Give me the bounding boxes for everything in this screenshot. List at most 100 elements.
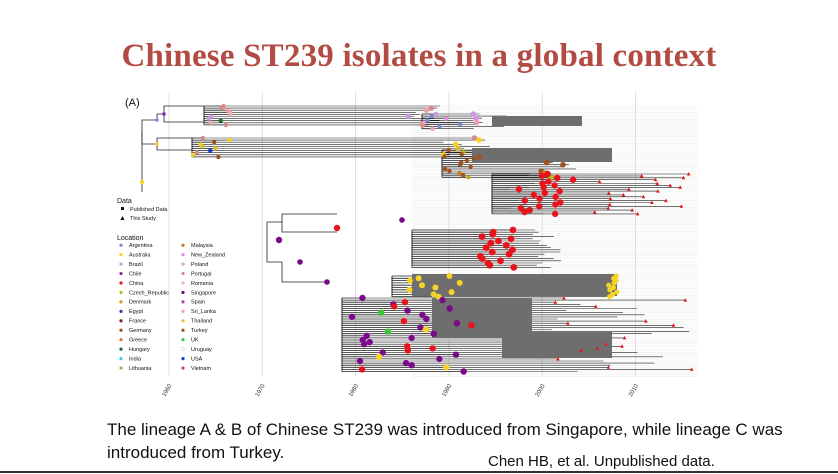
axis-tick-label: 1960 [162,383,174,398]
tree-node [190,152,196,157]
tree-node [455,145,461,152]
tree-node [606,282,612,288]
location-legend-item: Egypt [129,309,144,315]
tree-node [405,113,412,120]
tree-node [216,154,221,160]
tree-node [324,279,330,285]
tree-tip [595,346,600,350]
tree-node [468,322,475,329]
tree-node [404,307,411,314]
tree-node [507,235,515,243]
location-swatch-icon [119,262,123,266]
tree-node [468,164,473,169]
tree-node [556,187,563,195]
location-swatch-icon [181,281,185,285]
tree-tip [562,296,566,300]
tree-node [443,364,450,371]
location-legend-item: Vietnam [191,366,211,372]
tree-tip [683,298,688,302]
tip-bar [492,116,582,126]
tree-tip [620,344,624,348]
tree-node [437,124,442,129]
tree-node [399,217,405,223]
location-legend-item: Czech_Republic [129,290,169,296]
tree-node [429,113,434,119]
tree-node [536,195,543,202]
tree-node [545,178,552,185]
data-legend: Data Published Data This Study [117,198,168,222]
location-swatch-icon [119,300,123,304]
tree-node [487,239,495,247]
tree-node [297,259,303,265]
tree-node [466,175,471,180]
tip-bar [502,332,612,358]
location-legend-item: UK [191,338,199,344]
tree-node [476,137,482,143]
tree-tip [644,319,648,323]
location-legend: Location Argentina Australia Brazil Chile Ch… [117,235,225,372]
location-swatch-icon [119,319,123,323]
slide-title: Chinese ST239 isolates in a global conte… [121,38,717,74]
tree-node [541,189,549,197]
tree-branch [191,138,219,158]
tree-node [538,172,546,180]
tree-node [361,341,368,348]
tree-node [206,116,212,121]
location-legend-item: India [129,356,142,362]
location-swatch-icon [181,271,185,276]
tree-node [442,154,447,159]
tree-node [421,120,427,125]
tree-node [406,277,413,284]
tree-branch [281,262,327,283]
tree-node [430,330,437,337]
tree-node [515,186,523,193]
location-legend-item: France [129,319,146,325]
tree-node [486,261,494,269]
tree-node [211,140,217,145]
tip-bar [432,298,532,338]
tree-node [333,224,341,232]
location-swatch-icon [119,357,123,361]
tree-node [509,226,517,234]
tree-branch [163,114,204,123]
tree-tip [678,185,683,189]
location-swatch-icon [181,319,185,323]
location-legend-item: Uruguay [191,347,212,353]
tree-node [366,338,373,346]
tree-node [540,184,547,191]
tree-node [471,156,476,161]
tree-branch [411,229,514,232]
tree-node [423,315,430,323]
tree-node [432,284,439,291]
tree-node [470,111,477,117]
tree-node [458,122,463,127]
tree-tip [656,189,660,193]
location-legend-item: Romania [191,281,214,287]
tree-node [544,170,551,178]
tree-node [448,289,455,296]
tip-bars [412,116,617,358]
tree-node [456,279,463,286]
location-swatch-icon [119,290,123,295]
tree-node [607,287,613,293]
location-swatch-icon [119,271,123,276]
tree-node [384,328,392,335]
tree-node [551,182,558,189]
tree-branch [341,298,394,305]
tree-node [554,174,561,181]
tree-node [446,147,451,153]
tree-node [460,173,466,178]
tree-tip [655,181,660,185]
location-swatch-icon [119,366,123,370]
tree-tip [606,206,611,210]
tree-node [557,199,564,206]
tree-node [488,248,496,256]
data-legend-item: Published Data [130,207,168,213]
tree-node [530,191,538,199]
tree-node [404,347,411,354]
tree-tip [556,356,560,361]
tree-node [391,303,398,310]
tree-branch [163,105,204,114]
tree-tip [671,323,676,327]
tree-tip [621,192,626,197]
